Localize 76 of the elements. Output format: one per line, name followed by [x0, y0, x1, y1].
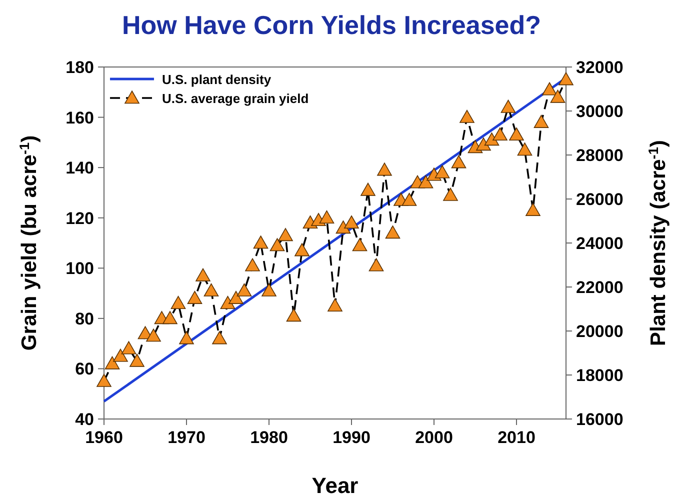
point — [179, 331, 194, 344]
point — [130, 354, 144, 367]
x-tick-label: 1960 — [85, 428, 123, 447]
legend-label: U.S. average grain yield — [162, 91, 309, 106]
point — [385, 226, 400, 239]
point — [484, 132, 500, 146]
point — [121, 341, 136, 354]
point — [492, 127, 508, 141]
point — [96, 374, 112, 387]
point — [228, 290, 244, 304]
point — [460, 110, 474, 123]
x-tick-label: 1990 — [332, 428, 370, 447]
chart-title: How Have Corn Yields Increased? — [122, 10, 542, 40]
point — [368, 258, 384, 272]
x-tick-label: 1980 — [250, 428, 288, 447]
point — [170, 296, 186, 309]
point — [434, 165, 450, 178]
y-tick-label: 160 — [66, 108, 94, 128]
point — [262, 283, 276, 296]
point — [104, 356, 120, 370]
y-tick-label: 100 — [66, 259, 94, 278]
point — [245, 258, 260, 272]
point — [196, 268, 210, 282]
legend-label: U.S. plant density — [162, 72, 272, 87]
point — [451, 155, 466, 168]
point — [558, 72, 574, 86]
point — [253, 236, 268, 249]
y2-tick-label: 16000 — [576, 410, 624, 429]
y2-tick-label: 22000 — [576, 278, 624, 297]
point — [526, 202, 540, 216]
point — [278, 228, 293, 242]
y2-tick-label: 30000 — [576, 102, 624, 121]
x-tick-label: 2010 — [498, 428, 536, 447]
y-tick-label: 80 — [75, 309, 94, 328]
y-tick-label: 140 — [66, 158, 94, 178]
point — [187, 290, 202, 304]
point — [286, 308, 302, 322]
point — [236, 283, 252, 296]
point — [336, 220, 351, 234]
point — [352, 238, 368, 252]
x-axis-title: Year — [312, 473, 359, 498]
point — [360, 182, 376, 196]
point — [204, 283, 219, 296]
point — [500, 100, 516, 113]
y2-tick-label: 32000 — [576, 58, 624, 77]
y2-tick-label: 24000 — [576, 234, 624, 253]
point — [162, 311, 178, 324]
y2-tick-label: 26000 — [576, 190, 624, 209]
point — [517, 142, 532, 156]
y-tick-label: 60 — [75, 360, 94, 379]
point — [146, 328, 161, 342]
point — [113, 348, 128, 362]
point — [377, 162, 392, 176]
y2-tick-label: 18000 — [576, 366, 624, 385]
y2-tick-label: 28000 — [576, 146, 624, 165]
point — [550, 90, 566, 103]
y-tick-label: 180 — [66, 58, 94, 77]
y2-tick-label: 20000 — [576, 322, 624, 341]
y-tick-label: 120 — [66, 208, 94, 228]
point — [509, 127, 524, 141]
point — [220, 296, 236, 309]
point — [402, 192, 417, 206]
x-tick-label: 2000 — [415, 428, 453, 447]
point — [476, 138, 491, 151]
point — [534, 114, 549, 128]
y-tick-label: 40 — [75, 410, 94, 429]
point — [212, 331, 227, 344]
x-tick-label: 1970 — [168, 428, 206, 447]
point — [418, 175, 434, 188]
point — [344, 215, 359, 229]
point — [328, 298, 342, 312]
point — [443, 188, 458, 201]
point — [270, 238, 285, 252]
point — [294, 243, 310, 256]
point — [319, 210, 334, 224]
point — [542, 82, 557, 96]
